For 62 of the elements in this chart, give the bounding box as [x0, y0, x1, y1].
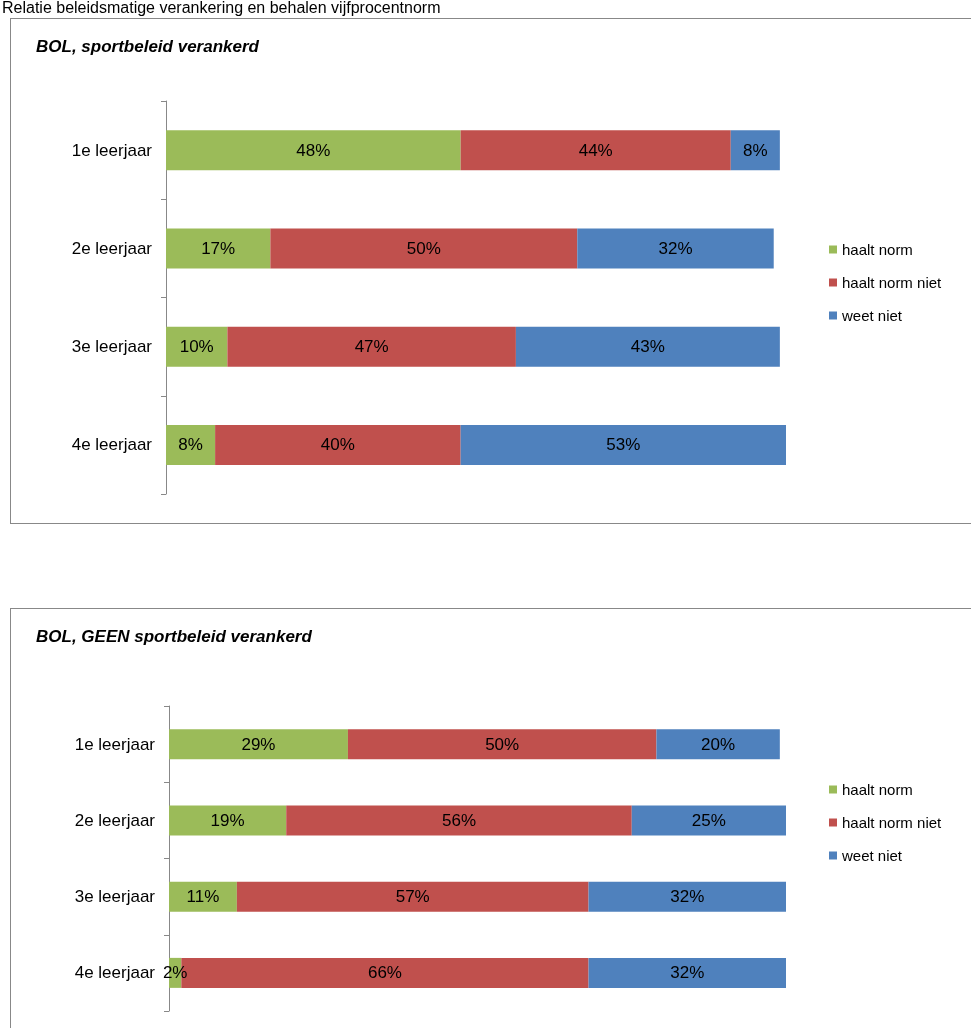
chart-title: BOL, sportbeleid verankerd [36, 37, 260, 56]
bar [631, 805, 786, 836]
chart-title: BOL, GEEN sportbeleid verankerd [36, 627, 313, 646]
bar [227, 326, 516, 367]
data-label: 17% [201, 238, 236, 258]
data-label: 19% [210, 810, 245, 830]
bar [270, 228, 578, 269]
data-label: 43% [630, 337, 665, 357]
data-label: 53% [606, 435, 641, 455]
bar [236, 881, 589, 912]
bar [169, 729, 348, 760]
data-label: 48% [296, 140, 331, 160]
bar [515, 326, 780, 367]
data-label: 8% [743, 140, 768, 160]
y-tick-label: 2e leerjaar [74, 810, 156, 830]
data-label: 8% [178, 435, 203, 455]
bar [656, 729, 780, 760]
legend-label: haalt norm [842, 241, 913, 258]
bar [166, 228, 271, 269]
bar [166, 326, 228, 367]
bar [215, 424, 461, 465]
data-label: 32% [658, 238, 693, 258]
legend-label: haalt norm niet [842, 814, 943, 831]
y-tick-label: 1e leerjaar [74, 734, 156, 754]
data-label: 32% [670, 887, 705, 907]
data-label: 66% [367, 963, 402, 983]
data-label: 56% [441, 810, 477, 830]
data-label: 10% [179, 337, 214, 357]
data-label: 20% [701, 734, 736, 754]
legend-label: haalt norm [842, 781, 913, 798]
bar [169, 881, 237, 912]
y-tick-label: 2e leerjaar [71, 238, 153, 258]
bar [577, 228, 774, 269]
y-tick-label: 4e leerjaar [71, 435, 153, 455]
data-label: 29% [241, 734, 276, 754]
data-label: 11% [186, 887, 220, 907]
data-label: 57% [395, 887, 430, 907]
y-tick-label: 3e leerjaar [71, 337, 153, 357]
bar [460, 424, 786, 465]
data-label: 44% [578, 140, 613, 160]
legend-label: haalt norm niet [842, 274, 943, 291]
bar [166, 130, 461, 171]
data-label: 40% [320, 435, 355, 455]
bar [588, 957, 786, 988]
data-label: 47% [354, 337, 389, 357]
data-label: 50% [485, 734, 520, 754]
data-label: 32% [670, 963, 705, 983]
text: Relatie beleidsmatige verankering en behalen vijfprocentnorm [2, 0, 441, 16]
bar [730, 130, 780, 171]
y-tick-label: 3e leerjaar [74, 887, 156, 907]
y-tick-label: 4e leerjaar [74, 963, 156, 983]
bar [169, 805, 287, 836]
data-label: 50% [406, 238, 441, 258]
bar [166, 424, 216, 465]
legend-label: weet niet [841, 307, 903, 324]
bar [460, 130, 731, 171]
data-label: 25% [691, 810, 726, 830]
y-tick-label: 1e leerjaar [71, 140, 153, 160]
bar [588, 881, 786, 912]
bar [347, 729, 657, 760]
bar [286, 805, 632, 836]
legend-label: weet niet [841, 847, 903, 864]
